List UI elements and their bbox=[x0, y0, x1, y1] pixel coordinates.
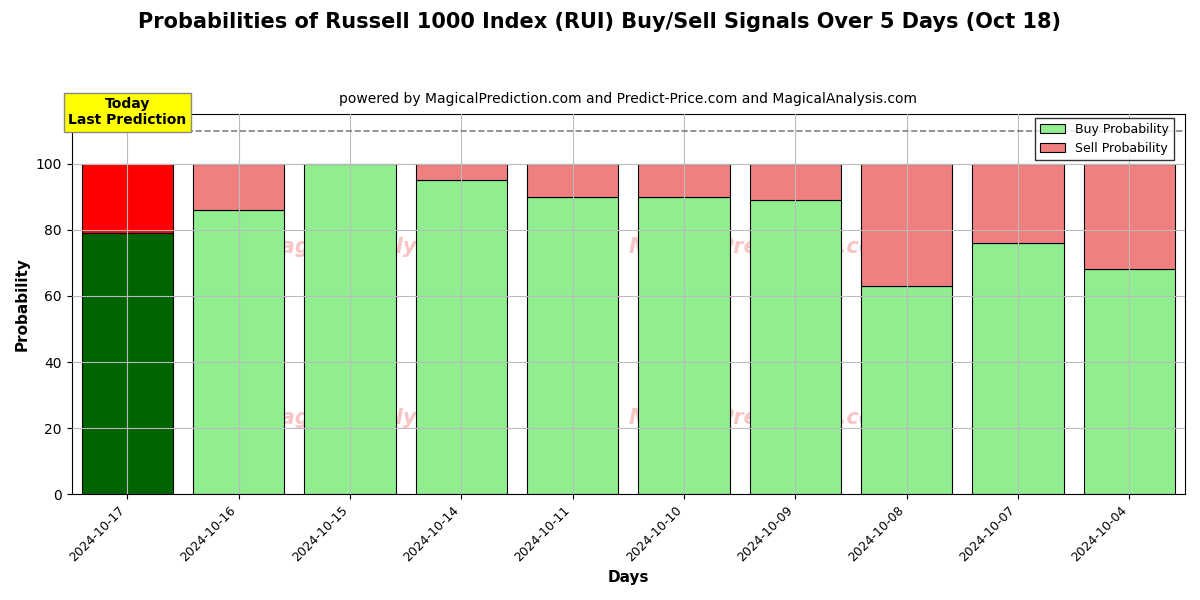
Bar bbox=[972, 243, 1063, 494]
Bar bbox=[750, 200, 841, 494]
Text: Probabilities of Russell 1000 Index (RUI) Buy/Sell Signals Over 5 Days (Oct 18): Probabilities of Russell 1000 Index (RUI… bbox=[138, 12, 1062, 32]
Bar bbox=[1084, 164, 1175, 269]
Bar bbox=[972, 164, 1063, 243]
Bar bbox=[862, 286, 953, 494]
Bar bbox=[193, 210, 284, 494]
Bar bbox=[527, 164, 618, 197]
Bar bbox=[305, 164, 396, 494]
Text: MagicalAnalysis.com: MagicalAnalysis.com bbox=[262, 237, 505, 257]
Bar bbox=[82, 233, 173, 494]
X-axis label: Days: Days bbox=[607, 570, 649, 585]
Bar bbox=[638, 197, 730, 494]
Bar bbox=[415, 180, 506, 494]
Bar bbox=[415, 164, 506, 180]
Bar bbox=[638, 164, 730, 197]
Text: MagicalAnalysis.com: MagicalAnalysis.com bbox=[262, 408, 505, 428]
Bar bbox=[750, 164, 841, 200]
Text: MagicalPrediction.com: MagicalPrediction.com bbox=[629, 408, 895, 428]
Text: Today
Last Prediction: Today Last Prediction bbox=[68, 97, 186, 127]
Legend: Buy Probability, Sell Probability: Buy Probability, Sell Probability bbox=[1034, 118, 1174, 160]
Bar bbox=[862, 164, 953, 286]
Bar bbox=[82, 164, 173, 233]
Bar bbox=[1084, 269, 1175, 494]
Text: MagicalPrediction.com: MagicalPrediction.com bbox=[629, 237, 895, 257]
Bar bbox=[193, 164, 284, 210]
Title: powered by MagicalPrediction.com and Predict-Price.com and MagicalAnalysis.com: powered by MagicalPrediction.com and Pre… bbox=[340, 92, 917, 106]
Bar bbox=[527, 197, 618, 494]
Y-axis label: Probability: Probability bbox=[16, 257, 30, 351]
